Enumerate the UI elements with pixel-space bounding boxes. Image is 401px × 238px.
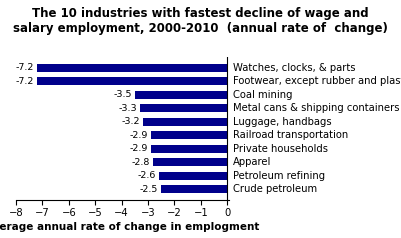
Text: -2.6: -2.6 [137,171,156,180]
Bar [140,104,227,113]
Text: -2.8: -2.8 [132,158,150,167]
Text: Footwear, except rubber and plastic: Footwear, except rubber and plastic [233,76,401,86]
Text: -3.3: -3.3 [118,104,137,113]
Text: Metal cans & shipping containers: Metal cans & shipping containers [233,103,399,113]
Text: -2.5: -2.5 [140,185,158,194]
Bar [151,144,227,153]
Text: -2.9: -2.9 [129,144,148,153]
Bar [135,91,227,99]
Text: Watches, clocks, & parts: Watches, clocks, & parts [233,63,355,73]
Text: Crude petroleum: Crude petroleum [233,184,317,194]
Text: Petroleum refining: Petroleum refining [233,171,325,181]
Text: -7.2: -7.2 [16,77,34,86]
Text: The 10 industries with fastest decline of wage and
salary employment, 2000-2010 : The 10 industries with fastest decline o… [13,7,388,35]
Text: -7.2: -7.2 [16,63,34,72]
Bar [151,131,227,139]
Bar [37,77,227,85]
Text: -3.5: -3.5 [113,90,132,99]
Bar [37,64,227,72]
Bar [153,158,227,166]
Text: Luggage, handbags: Luggage, handbags [233,117,331,127]
Text: Coal mining: Coal mining [233,90,292,100]
Bar [161,185,227,193]
Text: Private households: Private households [233,144,328,154]
Bar [143,118,227,126]
Text: Apparel: Apparel [233,157,271,167]
Bar [159,172,227,180]
Text: -2.9: -2.9 [129,131,148,140]
Text: Railroad transportation: Railroad transportation [233,130,348,140]
X-axis label: Average annual rate of change in emplogment: Average annual rate of change in emplogm… [0,222,259,232]
Text: -3.2: -3.2 [121,117,140,126]
